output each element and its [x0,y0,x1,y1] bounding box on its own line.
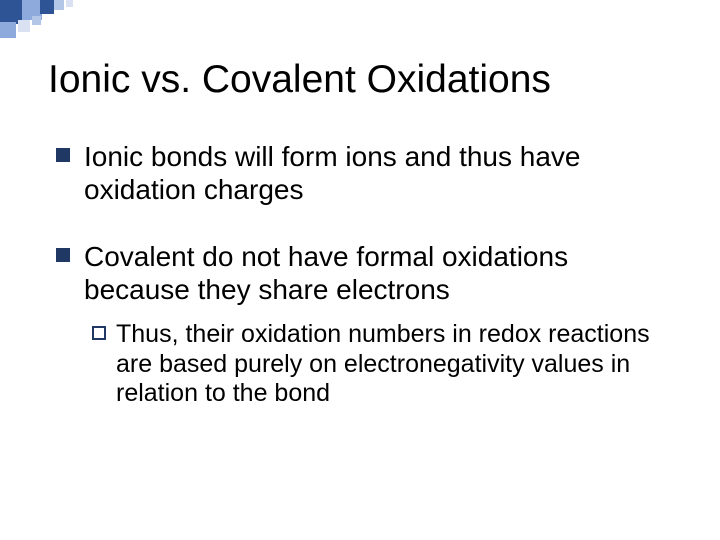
hollow-square-bullet-icon [92,326,106,340]
bullet-item: Covalent do not have formal oxidations b… [48,240,672,306]
sub-bullet-text: Thus, their oxidation numbers in redox r… [116,320,672,409]
square-bullet-icon [56,248,70,262]
square-bullet-icon [56,148,70,162]
deco-square [40,0,54,14]
slide-content: Ionic vs. Covalent Oxidations Ionic bond… [0,0,720,409]
bullet-text: Ionic bonds will form ions and thus have… [84,140,672,206]
deco-square [54,0,64,10]
corner-decoration [0,0,140,40]
deco-square [32,16,41,25]
deco-square [18,20,30,32]
deco-square [66,0,73,7]
slide-title: Ionic vs. Covalent Oxidations [48,58,672,102]
bullet-item: Ionic bonds will form ions and thus have… [48,140,672,206]
deco-square [0,22,16,38]
bullet-text: Covalent do not have formal oxidations b… [84,240,672,306]
sub-bullet-item: Thus, their oxidation numbers in redox r… [48,320,672,409]
